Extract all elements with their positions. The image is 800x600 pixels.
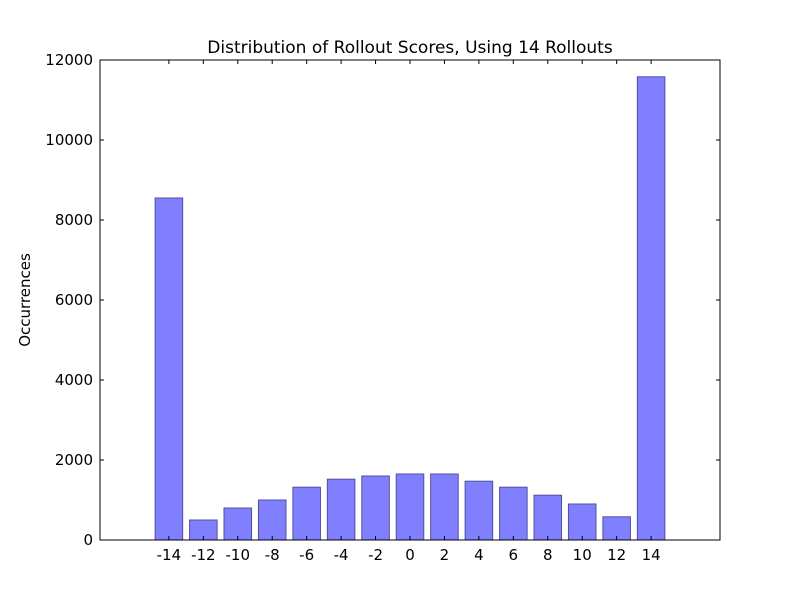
x-tick-label: 0 — [405, 546, 415, 564]
y-tick-label: 8000 — [55, 211, 93, 229]
bar--6 — [292, 486, 321, 541]
x-tick-label: -14 — [157, 546, 182, 564]
bar--8 — [257, 499, 287, 541]
x-tick-label: 8 — [543, 546, 553, 564]
plot-frame — [99, 59, 721, 541]
x-tick-label: 2 — [440, 546, 450, 564]
x-tick-label: 12 — [607, 546, 626, 564]
x-tick-label: -6 — [299, 546, 314, 564]
bar-4 — [464, 480, 494, 541]
y-tick-label: 2000 — [55, 451, 93, 469]
x-tick-label: 6 — [509, 546, 519, 564]
bar-14 — [636, 76, 666, 541]
x-tick-label: -8 — [265, 546, 280, 564]
y-tick-label: 12000 — [45, 51, 93, 69]
bar--2 — [361, 475, 390, 541]
x-tick-label: 14 — [642, 546, 661, 564]
y-axis-label: Occurrences — [16, 253, 34, 347]
bar--14 — [154, 197, 184, 541]
bar--10 — [223, 507, 253, 541]
y-tick-label: 6000 — [55, 291, 93, 309]
bar-6 — [499, 486, 528, 541]
x-tick-label: 4 — [474, 546, 484, 564]
x-tick-label: -2 — [368, 546, 383, 564]
y-tick-label: 0 — [83, 531, 93, 549]
bar-10 — [567, 503, 597, 541]
x-tick-label: 10 — [573, 546, 592, 564]
bar-2 — [430, 473, 459, 541]
ticks-group: -14 -12 -10 -8 -6 -4 -2 0 2 4 6 8 10 12 14 0 2000 4000 600… — [45, 51, 720, 564]
x-tick-label: -4 — [334, 546, 349, 564]
bar-8 — [533, 494, 563, 541]
y-tick-label: 4000 — [55, 371, 93, 389]
x-tick-label: -12 — [191, 546, 216, 564]
bar--4 — [326, 478, 356, 541]
bar-0 — [395, 473, 425, 541]
x-tick-label: -10 — [226, 546, 251, 564]
bars-group — [154, 76, 666, 541]
y-tick-label: 10000 — [45, 131, 93, 149]
chart-title: Distribution of Rollout Scores, Using 14… — [207, 38, 613, 58]
